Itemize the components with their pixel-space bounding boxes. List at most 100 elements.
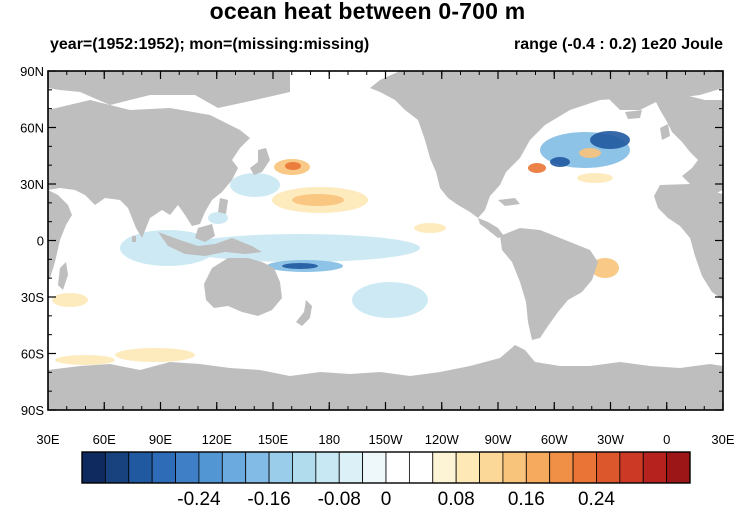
land-africa-west — [654, 184, 723, 300]
colorbar: -0.24 -0.16 -0.08 0 0.08 0.16 0.24 — [81, 451, 691, 510]
lon-tick-label: 150E — [258, 432, 289, 447]
lat-tick-label: 30S — [21, 290, 44, 305]
colorbar-swatch — [619, 451, 644, 484]
anomaly-southeast-pacific-cool — [352, 282, 428, 318]
anomaly-south-atlantic-warm — [591, 258, 619, 278]
colorbar-border — [81, 451, 691, 484]
lon-tick-label: 60W — [541, 432, 568, 447]
lon-tick-label: 120W — [425, 432, 460, 447]
lon-tick-label: 30W — [597, 432, 624, 447]
lat-tick-label: 60N — [20, 121, 44, 136]
colorbar-swatch — [198, 451, 223, 484]
lat-tick-label: 90N — [20, 64, 44, 79]
colorbar-swatch — [292, 451, 317, 484]
colorbar-swatch — [175, 451, 200, 484]
anomaly-kuroshio-cool — [230, 173, 280, 197]
land-iceland — [625, 110, 642, 119]
colorbar-swatch — [549, 451, 574, 484]
land-australia — [204, 258, 282, 316]
colorbar-swatch — [245, 451, 270, 484]
land-greenland — [580, 71, 690, 110]
colorbar-swatch — [572, 451, 597, 484]
colorbar-swatch — [151, 451, 176, 484]
lat-tick-label: 90S — [21, 403, 44, 418]
land-africa-east-horn — [48, 190, 72, 280]
colorbar-tick-label: -0.16 — [247, 489, 290, 510]
lon-tick-label: 120E — [202, 432, 233, 447]
colorbar-swatch — [81, 451, 106, 484]
map-title: ocean heat between 0-700 m — [209, 0, 526, 24]
land-sri-lanka — [132, 236, 136, 242]
anomaly-field — [52, 131, 630, 365]
lat-tick-label: 30N — [20, 177, 44, 192]
anomaly-south-pacific-core — [282, 263, 318, 269]
map-plot-area — [48, 71, 723, 410]
land-british-isles — [660, 124, 670, 140]
anomaly-south-china-sea-cool — [208, 212, 228, 224]
land-borneo — [195, 224, 215, 242]
colorbar-swatch — [268, 451, 293, 484]
colorbar-tick-label: 0.08 — [438, 489, 475, 510]
colorbar-swatch — [385, 451, 410, 484]
lat-tick-label: 60S — [21, 347, 44, 362]
land-central-america — [478, 218, 504, 238]
colorbar-swatch — [642, 451, 668, 484]
lon-tick-label: 90E — [149, 432, 172, 447]
colorbar-swatch — [408, 451, 434, 484]
land-indonesia — [158, 232, 262, 256]
colorbar-swatch — [315, 451, 340, 484]
colorbar-tick-label: 0 — [381, 489, 392, 510]
colorbar-swatch — [221, 451, 247, 484]
land-south-america — [500, 228, 598, 340]
lon-tick-label: 60E — [93, 432, 116, 447]
land-philippines — [218, 198, 228, 214]
lon-tick-label: 150W — [369, 432, 404, 447]
lon-tick-label: 30E — [711, 432, 734, 447]
colorbar-swatch — [502, 451, 527, 484]
colorbar-tick-label: -0.24 — [177, 489, 221, 510]
anomaly-southern-ocean-warm-west — [55, 355, 115, 365]
land-cuba — [498, 198, 520, 206]
lon-tick-label: 90W — [485, 432, 512, 447]
colorbar-swatch — [479, 451, 504, 484]
anomaly-southern-ocean-warm — [115, 348, 195, 362]
land-madagascar — [58, 262, 68, 290]
lat-tick-label: 0 — [37, 234, 44, 249]
anomaly-equatorial-pacific-cool — [180, 234, 420, 262]
land-new-zealand — [296, 300, 312, 326]
colorbar-swatch — [104, 451, 130, 484]
map-axes: 90N 60N 30N 0 30S 60S 90S 30E 60E 90E 120E 150E 180 1… — [20, 64, 735, 447]
anomaly-south-indian-warm — [52, 293, 88, 307]
colorbar-swatch — [525, 451, 551, 484]
anomaly-subtropical-atlantic-warm — [577, 173, 613, 183]
land-europe-west — [655, 95, 723, 195]
anomaly-east-pacific-warm — [414, 223, 446, 233]
anomaly-indian-ocean-cool — [120, 230, 216, 266]
land-masses — [48, 71, 723, 410]
colorbar-swatch — [455, 451, 480, 484]
land-asia-east — [48, 100, 250, 238]
colorbar-swatch — [596, 451, 621, 484]
anomaly-subtropical-pacific-core — [292, 194, 344, 206]
colorbar-tick-label: -0.08 — [318, 489, 361, 510]
anomaly-north-atlantic-warm — [579, 148, 601, 158]
lon-tick-label: 0 — [663, 432, 670, 447]
colorbar-swatch — [432, 451, 457, 484]
colorbar-swatch — [128, 451, 153, 484]
lon-tick-label: 30E — [36, 432, 59, 447]
colorbar-swatch — [338, 451, 364, 484]
anomaly-north-atlantic-core — [590, 131, 630, 149]
time-subtitle: year=(1952:1952); mon=(missing:missing) — [50, 36, 370, 53]
colorbar-tick-label: 0.16 — [508, 489, 545, 510]
anomaly-north-pacific-core — [285, 162, 301, 170]
colorbar-tick-label: 0.24 — [578, 489, 615, 510]
range-subtitle: range (-0.4 : 0.2) 1e20 Joule — [514, 36, 723, 53]
land-eurasia-africa-east — [48, 71, 290, 108]
land-japan — [250, 148, 270, 175]
anomaly-gulf-stream-cool — [550, 157, 570, 167]
anomaly-sargasso-warm — [528, 163, 546, 173]
colorbar-swatch — [666, 451, 691, 484]
colorbar-swatch — [362, 451, 387, 484]
lon-tick-label: 180 — [318, 432, 340, 447]
